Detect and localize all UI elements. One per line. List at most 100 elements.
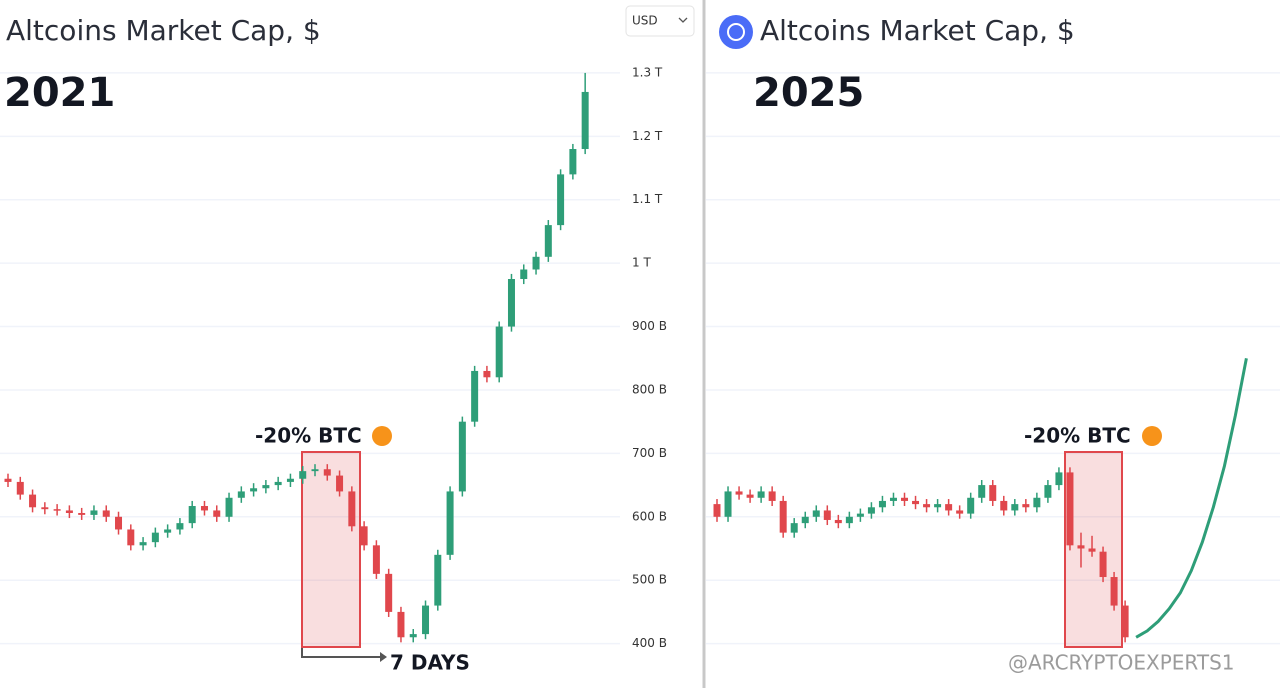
candle-body <box>262 485 270 489</box>
candle-body <box>1088 548 1096 552</box>
candle-body <box>581 91 589 150</box>
projection-line <box>1135 358 1248 639</box>
watermark: @ARCRYPTOEXPERTS1 <box>1008 651 1235 675</box>
candle-body <box>127 529 135 546</box>
candle-body <box>471 370 479 422</box>
candle-body <box>889 497 897 501</box>
candle-body <box>956 510 964 514</box>
candle-body <box>78 512 86 515</box>
candle-body <box>483 370 491 378</box>
marks <box>4 72 1248 643</box>
candle-body <box>945 504 953 511</box>
candle-body <box>422 605 430 635</box>
candle-body <box>724 491 732 517</box>
y-tick-label: 800 B <box>632 382 667 396</box>
y-tick-label: 1.1 T <box>632 192 663 206</box>
candle-body <box>409 634 417 638</box>
candle-body <box>713 504 721 517</box>
candle-body <box>495 326 503 378</box>
candle-body <box>200 506 208 511</box>
candle-body <box>779 500 787 533</box>
candle-body <box>176 523 184 530</box>
candle-body <box>458 421 466 492</box>
candle-body <box>385 573 393 612</box>
candle-body <box>768 491 776 501</box>
candle-body <box>188 506 196 524</box>
highlight-box <box>301 451 361 648</box>
candle-body <box>845 516 853 524</box>
currency-box[interactable] <box>625 5 695 37</box>
chart-subtitle: 2021 <box>4 70 115 116</box>
candle-body <box>1121 605 1129 638</box>
candle-body <box>1077 545 1085 549</box>
candle-body <box>446 491 454 555</box>
candle-body <box>544 225 552 257</box>
candle-body <box>4 478 12 482</box>
arrow-head <box>380 652 387 662</box>
candle-body <box>53 509 61 511</box>
candle-body <box>520 269 528 280</box>
candle-body <box>978 485 986 498</box>
btc-icon <box>372 426 392 446</box>
candle-body <box>65 510 73 513</box>
candle-body <box>286 478 294 482</box>
candle-body <box>360 526 368 546</box>
y-tick-label: 1.2 T <box>632 129 663 143</box>
candle-body <box>213 510 221 517</box>
candle-body <box>151 532 159 543</box>
candle-body <box>912 500 920 505</box>
candle-body <box>790 523 798 533</box>
annotation: -20% BTC <box>1024 424 1131 448</box>
arrow <box>301 648 384 658</box>
y-tick-label: 1.3 T <box>632 65 663 79</box>
candle-body <box>1099 551 1107 578</box>
currency[interactable]: USD <box>632 14 658 28</box>
y-tick-label: 1 T <box>632 256 651 270</box>
candle-body <box>41 507 49 510</box>
candle-body <box>569 149 577 175</box>
candle-body <box>989 485 997 501</box>
candle-body <box>735 491 743 495</box>
chart-title: Altcoins Market Cap, $ <box>6 14 321 47</box>
candle-body <box>16 481 24 495</box>
candle-body <box>139 542 147 546</box>
candle-body <box>507 279 515 327</box>
candle-body <box>878 500 886 508</box>
candle-body <box>372 545 380 574</box>
candle-body <box>1055 472 1063 486</box>
candle-body <box>237 491 245 498</box>
candle-body <box>397 611 405 638</box>
candle-body <box>115 516 123 530</box>
candle-body <box>746 494 754 498</box>
candle-body <box>1022 504 1030 508</box>
candle-body <box>923 504 931 508</box>
y-tick-label: 400 B <box>632 636 667 650</box>
candle-body <box>102 510 110 517</box>
y-tick-label: 900 B <box>632 319 667 333</box>
annotation: -20% BTC <box>255 424 362 448</box>
candle-body <box>856 513 864 517</box>
candle-body <box>901 497 909 501</box>
annotation: 7 DAYS <box>390 651 470 675</box>
chart-title: Altcoins Market Cap, $ <box>760 14 1075 47</box>
candle-body <box>1044 485 1052 498</box>
candle-body <box>164 529 172 533</box>
candle-body <box>250 488 258 492</box>
candle-body <box>434 554 442 606</box>
candle-body <box>812 510 820 517</box>
candle-body <box>823 510 831 520</box>
candle-body <box>1110 577 1118 606</box>
candle-body <box>225 497 233 517</box>
candle-body <box>934 504 942 508</box>
btc-icon <box>1142 426 1162 446</box>
candle-body <box>557 174 565 226</box>
candle-body <box>967 497 975 514</box>
y-tick-label: 700 B <box>632 446 667 460</box>
y-tick-label: 600 B <box>632 509 667 523</box>
candle-body <box>299 471 307 479</box>
candle-body <box>1011 504 1019 511</box>
candle-body <box>336 475 344 492</box>
candle-body <box>532 256 540 270</box>
candle-body <box>90 510 98 515</box>
